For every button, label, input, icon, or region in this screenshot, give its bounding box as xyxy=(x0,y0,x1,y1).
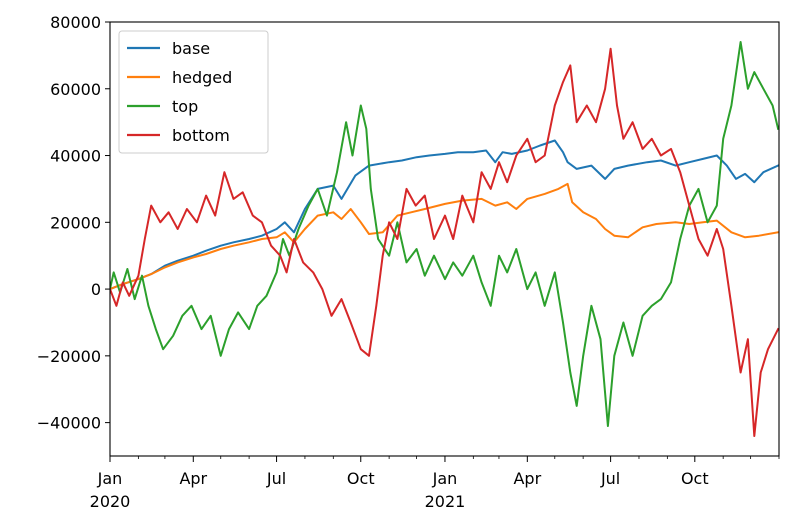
x-tick-year-label: 2021 xyxy=(425,492,466,511)
x-tick-label: Jan xyxy=(97,469,123,488)
x-tick-label: Apr xyxy=(513,469,541,488)
series-line-hedged xyxy=(110,182,779,291)
x-tick-label: Oct xyxy=(681,469,709,488)
legend: base hedged top bottom xyxy=(118,30,269,154)
y-tick-label: 40000 xyxy=(50,147,101,166)
legend-box xyxy=(118,30,269,154)
y-tick-label: 20000 xyxy=(50,213,101,232)
y-tick-label: 0 xyxy=(91,280,101,299)
x-tick-label: Apr xyxy=(179,469,207,488)
y-tick-label: 80000 xyxy=(50,13,101,32)
legend-label-top: top xyxy=(172,97,198,116)
legend-label-hedged: hedged xyxy=(172,68,232,87)
x-tick-label: Jan xyxy=(432,469,458,488)
y-tick-label: 60000 xyxy=(50,80,101,99)
x-tick-year-label: 2020 xyxy=(90,492,131,511)
series-line-bottom xyxy=(110,47,779,437)
x-tick-label: Jul xyxy=(266,469,286,488)
y-tick-label: −40000 xyxy=(37,414,101,433)
y-tick-label: −20000 xyxy=(37,347,101,366)
series-line-top xyxy=(110,41,779,427)
y-axis: −40000 −20000 0 20000 40000 60000 80000 xyxy=(37,13,110,433)
x-axis: Jan 2020 Apr Jul Oct Jan 2021 Apr Jul Oct xyxy=(90,456,780,511)
series-layer xyxy=(110,41,779,437)
legend-label-base: base xyxy=(172,39,210,58)
x-tick-label: Jul xyxy=(600,469,620,488)
legend-label-bottom: bottom xyxy=(172,126,230,145)
legend-items: base hedged top bottom xyxy=(127,39,232,145)
x-tick-label: Oct xyxy=(347,469,375,488)
